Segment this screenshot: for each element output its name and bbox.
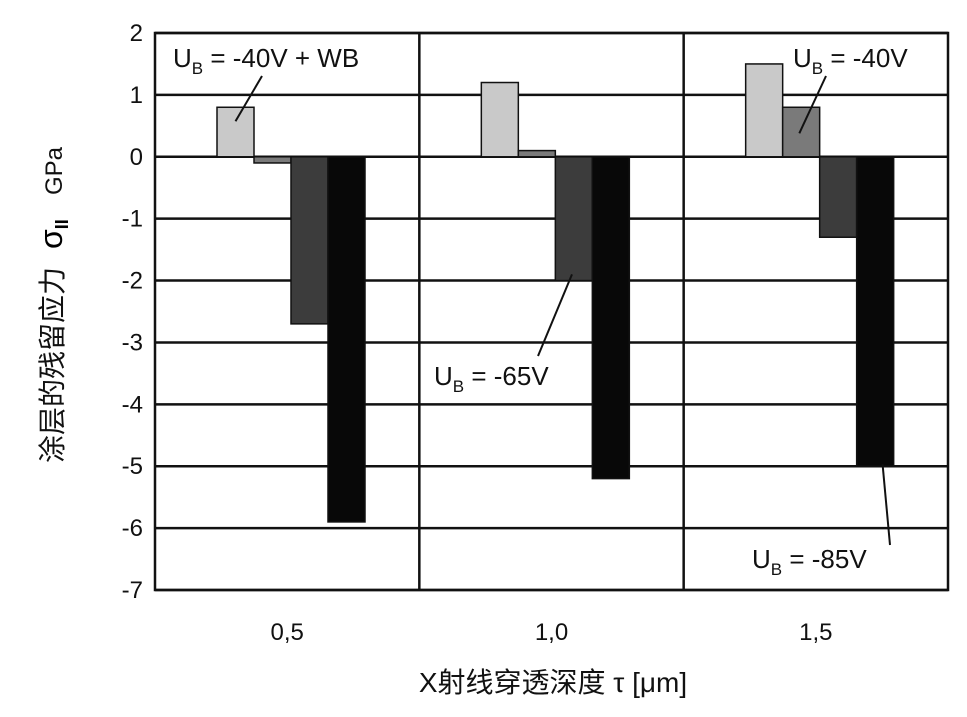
y-axis-title-symbol: σII (33, 219, 72, 249)
bar (517, 149, 557, 158)
bar-group (216, 63, 895, 523)
grid-lines (155, 31, 948, 592)
bar (290, 156, 329, 325)
x-tick-labels: 0,5 1,0 1,5 (270, 619, 832, 646)
bar (480, 81, 520, 158)
bar (744, 63, 784, 158)
y-axis-title: 涂层的残留应力 σII GPa (33, 146, 72, 463)
bar (253, 156, 292, 164)
y-tick-label: 2 (130, 20, 143, 47)
annotation-leader (798, 75, 827, 134)
bar (216, 106, 255, 158)
y-tick-label: -3 (122, 329, 143, 356)
y-axis-title-text: 涂层的残留应力 (37, 267, 68, 463)
annotation-leader (881, 464, 891, 546)
y-tick-label: -2 (122, 268, 143, 295)
bar (554, 156, 594, 282)
annotation-leader-lines (234, 75, 891, 546)
y-axis-unit: GPa (41, 146, 68, 195)
y-tick-label: 1 (130, 82, 143, 109)
annotation-leader (537, 273, 573, 357)
plot-frame (153, 31, 950, 592)
bar (855, 156, 895, 467)
plot-border (153, 31, 950, 592)
x-tick-label: 0,5 (270, 619, 303, 646)
y-tick-labels: 2 1 0 -1 -2 -3 -4 -5 -6 -7 (122, 20, 143, 604)
bar (818, 156, 858, 238)
y-tick-label: 0 (130, 144, 143, 171)
bar (591, 156, 631, 480)
x-tick-label: 1,0 (535, 619, 568, 646)
annotation-ub-85v: UB = -85V (752, 544, 867, 579)
y-tick-label: -6 (122, 515, 143, 542)
annotation-ub-40v-wb: UB = -40V + WB (173, 43, 359, 78)
y-tick-label: -4 (122, 391, 143, 418)
annotation-leader (234, 75, 263, 122)
annotation-ub-65v: UB = -65V (434, 361, 549, 396)
annotation-ub-40v: UB = -40V (793, 43, 908, 78)
bar (327, 156, 366, 523)
x-tick-label: 1,5 (799, 619, 832, 646)
y-tick-label: -7 (122, 577, 143, 604)
y-tick-label: -5 (122, 453, 143, 480)
y-tick-label: -1 (122, 206, 143, 233)
x-axis-title: X射线穿透深度 τ [μm] (419, 667, 687, 698)
bar (781, 106, 821, 158)
